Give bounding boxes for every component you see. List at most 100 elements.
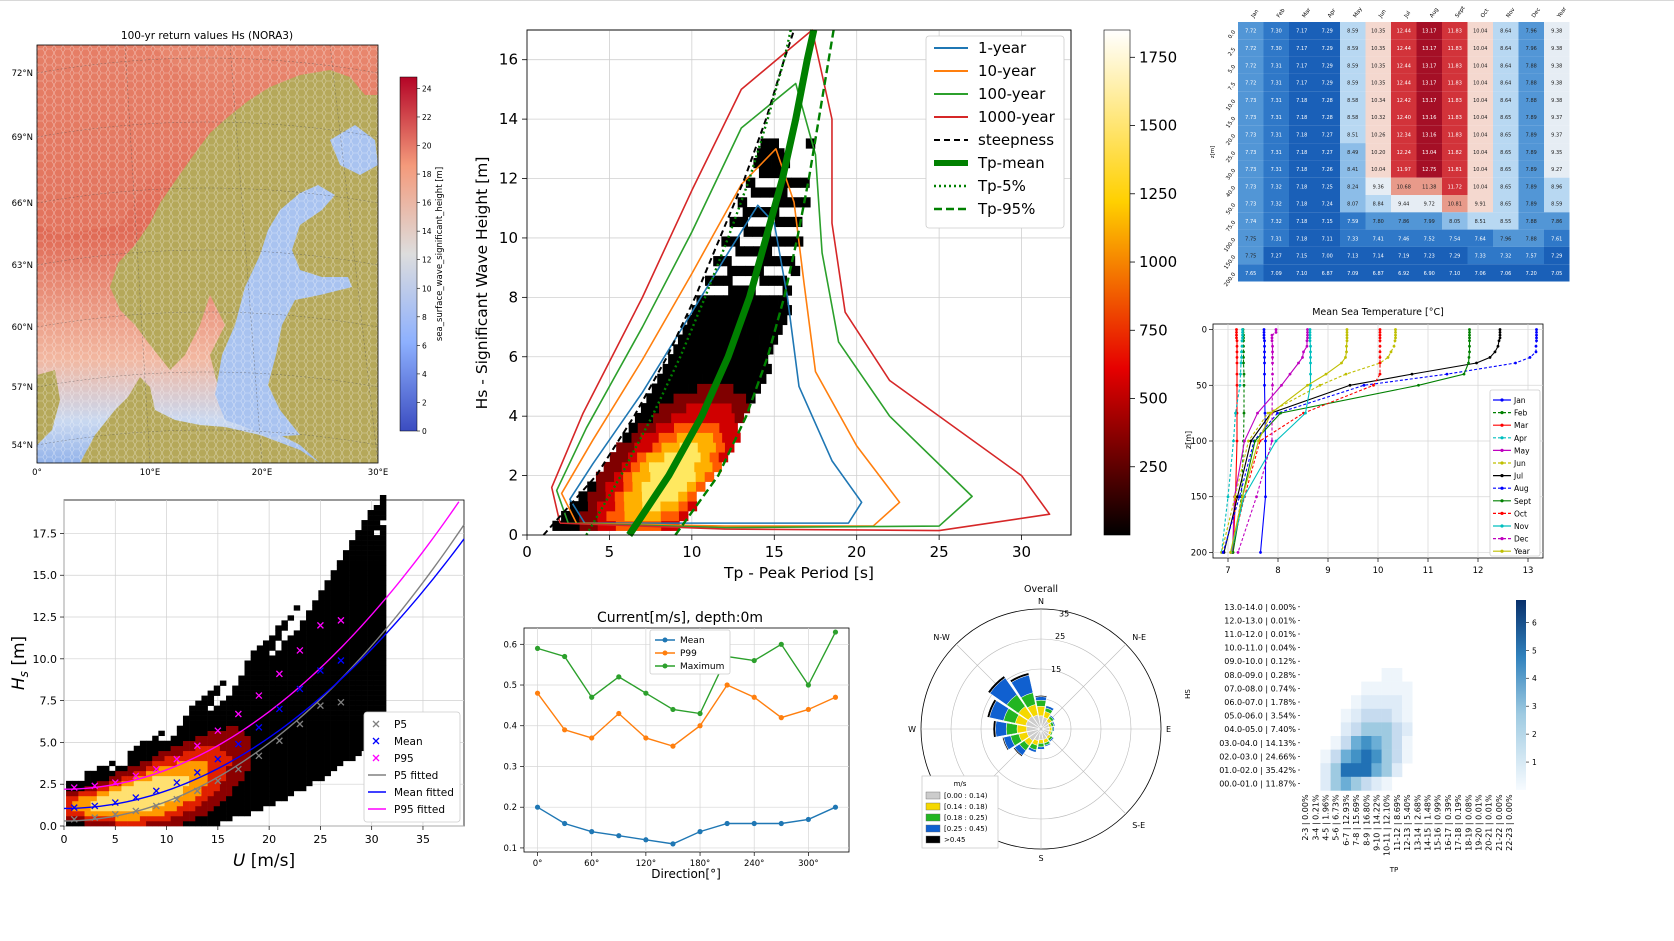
hs-u-density-cell bbox=[226, 760, 233, 767]
temperature-table-cell bbox=[1365, 108, 1391, 126]
rose-wedge bbox=[1034, 695, 1048, 698]
temperature-table-value: 7.18 bbox=[1296, 98, 1307, 104]
joint-tp-label: 4-5 | 1.96% bbox=[1322, 794, 1331, 841]
hs-u-density-cell bbox=[361, 700, 368, 706]
hs-u-density-cell bbox=[213, 745, 221, 752]
hs-tp-density-cell bbox=[669, 491, 679, 502]
temperature-table-month: May bbox=[1352, 6, 1364, 19]
hs-u-density-cell bbox=[312, 770, 319, 777]
hs-tp-density-cell bbox=[552, 520, 562, 531]
joint-distribution-panel: 13.0-14.0 | 0.00%12.0-13.0 | 0.01%11.0-1… bbox=[1184, 600, 1537, 874]
hs-u-density-cell bbox=[158, 740, 165, 747]
hs-u-density-cell bbox=[330, 625, 338, 631]
temperature-table-value: 7.27 bbox=[1322, 132, 1333, 138]
hs-u-density-cell bbox=[182, 750, 190, 757]
hs-tp-density-cell bbox=[727, 265, 737, 277]
hs-u-density-cell bbox=[342, 680, 350, 686]
profile-point bbox=[1264, 495, 1267, 499]
hs-u-density-cell bbox=[238, 675, 245, 681]
hs-tp-density-cell bbox=[750, 334, 760, 345]
hs-tp-density-cell bbox=[769, 138, 780, 149]
hs-u-density-cell bbox=[195, 805, 202, 812]
hs-u-density-cell bbox=[287, 650, 295, 656]
temperature-table-value: 10.04 bbox=[1473, 46, 1487, 52]
hs-u-density-cell bbox=[262, 780, 270, 787]
temperature-table-cell bbox=[1289, 177, 1315, 195]
hs-tp-density-cell bbox=[588, 520, 599, 531]
hs-tp-density-cell bbox=[715, 442, 726, 453]
map-colorbar-tick-label: 4 bbox=[422, 370, 427, 379]
hs-tp-density-cell bbox=[578, 491, 588, 502]
rose-wedge bbox=[1027, 746, 1037, 753]
hs-u-density-cell bbox=[287, 780, 295, 787]
hs-u-density-cell bbox=[306, 750, 313, 757]
hs-u-density-cell bbox=[330, 570, 338, 576]
hs-u-density-cell bbox=[275, 770, 282, 777]
hs-u-density-cell bbox=[330, 650, 338, 656]
profile-point bbox=[1238, 495, 1241, 499]
hs-u-density-cell bbox=[232, 770, 239, 777]
hs-u-density-cell bbox=[262, 705, 270, 711]
temperature-table-cell bbox=[1442, 195, 1468, 213]
hs-u-density-cell bbox=[342, 695, 350, 701]
hs-u-density-cell bbox=[361, 630, 368, 636]
hs-u-density-cell bbox=[281, 765, 288, 772]
profile-point bbox=[1233, 495, 1237, 499]
hs-u-point bbox=[70, 804, 78, 812]
hs-u-density-cell bbox=[367, 595, 375, 601]
hs-u-density-cell bbox=[342, 630, 350, 636]
hs-tp-density-cell bbox=[773, 324, 783, 335]
joint-tp-label: 15-16 | 0.99% bbox=[1434, 794, 1443, 851]
hs-u-density-cell bbox=[195, 780, 202, 787]
temperature-table-value: 7.25 bbox=[1322, 184, 1333, 190]
hs-u-density-cell bbox=[207, 815, 215, 822]
temperature-table-value: 7.86 bbox=[1398, 219, 1409, 225]
hs-tp-density-cell bbox=[614, 481, 624, 492]
hs-u-density-cell bbox=[355, 710, 362, 716]
hs-u-density-cell bbox=[115, 795, 122, 802]
hs-u-density-cell bbox=[232, 725, 239, 732]
temperature-table-value: 12.40 bbox=[1397, 115, 1411, 121]
hs-tp-ytick-label: 2 bbox=[508, 467, 518, 485]
temperature-table-cell bbox=[1493, 195, 1519, 213]
joint-hs-label: 00.0-01.0 | 11.87% bbox=[1219, 780, 1296, 789]
hs-u-density-cell bbox=[195, 820, 202, 827]
joint-cell bbox=[1361, 722, 1372, 737]
joint-cell bbox=[1391, 708, 1403, 723]
temperature-table-value: 7.73 bbox=[1245, 184, 1256, 190]
temperature-table-value: 7.14 bbox=[1373, 254, 1384, 260]
hs-u-density-cell bbox=[226, 810, 233, 817]
current-xtick-label: 60° bbox=[584, 859, 599, 869]
hs-u-density-cell bbox=[349, 730, 356, 737]
temperature-table-value: 7.57 bbox=[1526, 254, 1537, 260]
hs-tp-colorbar-tick-label: 1250 bbox=[1139, 185, 1177, 203]
hs-u-density-cell bbox=[182, 765, 190, 772]
hs-u-density-cell bbox=[342, 610, 350, 616]
hs-u-density-cell bbox=[269, 695, 276, 701]
hs-u-density-cell bbox=[66, 795, 73, 802]
temperature-table-value: 12.44 bbox=[1397, 29, 1411, 35]
joint-cell bbox=[1330, 776, 1342, 791]
hs-u-density-cell bbox=[287, 735, 295, 742]
temperature-table-cell bbox=[1365, 39, 1391, 57]
map-title: 100-yr return values Hs (NORA3) bbox=[121, 30, 293, 42]
joint-hs-label: 07.0-08.0 | 0.74% bbox=[1224, 684, 1296, 693]
hs-u-density-cell bbox=[164, 820, 171, 827]
hs-u-density-cell bbox=[373, 700, 381, 706]
hs-u-density-cell bbox=[312, 635, 319, 641]
hs-tp-density-cell bbox=[713, 354, 723, 365]
hs-tp-density-cell bbox=[687, 334, 697, 345]
hs-u-density-cell bbox=[281, 660, 288, 666]
hs-u-xtick-label: 20 bbox=[262, 833, 276, 846]
hs-u-density-cell bbox=[158, 790, 165, 797]
hs-u-density-cell bbox=[299, 770, 307, 777]
temperature-table-cell bbox=[1263, 212, 1289, 230]
hs-u-density-cell bbox=[373, 505, 381, 511]
hs-u-density-cell bbox=[342, 595, 350, 601]
hs-tp-density-cell bbox=[632, 471, 642, 482]
temperature-table-value: 10.35 bbox=[1371, 81, 1385, 87]
hs-u-density-cell bbox=[379, 665, 387, 671]
hs-tp-density-cell bbox=[664, 393, 674, 404]
hs-u-density-cell bbox=[349, 560, 356, 566]
temperature-table-value: 9.44 bbox=[1398, 202, 1409, 208]
